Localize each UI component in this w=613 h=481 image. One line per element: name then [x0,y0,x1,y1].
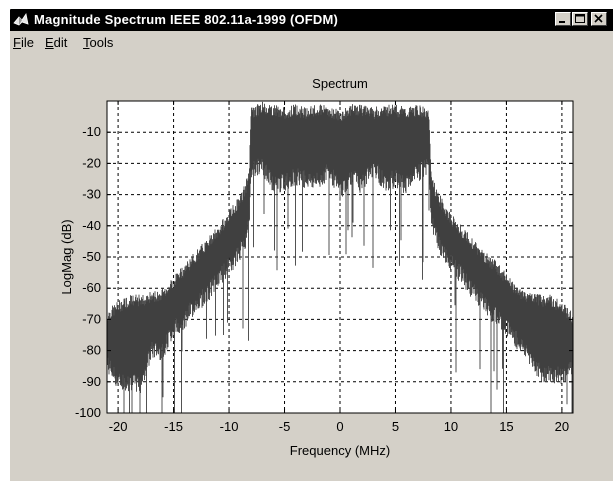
y-tick-label: -40 [82,218,101,233]
menu-tools[interactable]: Tools [83,35,113,50]
menu-file[interactable]: File [13,35,34,50]
menu-file-label: ile [20,35,34,50]
menu-bar: File Edit Tools [10,33,613,53]
y-tick-label: -90 [82,374,101,389]
y-tick-label: -70 [82,311,101,326]
close-icon [594,14,603,23]
x-tick-label: -20 [109,419,128,434]
y-tick-label: -100 [75,405,101,420]
x-tick-label: -15 [164,419,183,434]
minimize-button[interactable] [555,12,571,26]
minimize-icon [559,21,565,23]
matlab-logo-icon [13,12,29,26]
title-bar[interactable]: Magnitude Spectrum IEEE 802.11a-1999 (OF… [10,9,613,31]
menu-tools-label: ools [89,35,114,50]
x-tick-label: 5 [392,419,399,434]
x-axis-label: Frequency (MHz) [290,443,390,458]
maximize-button[interactable] [572,12,588,26]
menu-edit-label: dit [53,35,68,50]
maximize-icon [575,14,585,23]
x-tick-label: -10 [220,419,239,434]
y-tick-label: -60 [82,280,101,295]
menu-file-mnemonic: F [13,35,21,50]
y-tick-label: -80 [82,343,101,358]
y-axis-label: LogMag (dB) [59,219,74,294]
menu-tools-mnemonic: T [83,35,90,50]
x-tick-label: -5 [279,419,291,434]
x-tick-label: 10 [444,419,458,434]
x-tick-label: 0 [336,419,343,434]
x-tick-label: 15 [499,419,513,434]
y-tick-label: -20 [82,155,101,170]
axis-ticks: -20 -15 -10 -5 0 5 10 15 20-10-20-30-40-50-60-70… [75,101,573,434]
x-tick-label: 20 [555,419,569,434]
window-title: Magnitude Spectrum IEEE 802.11a-1999 (OF… [34,12,339,27]
chart-title: Spectrum [312,76,368,91]
menu-edit-mnemonic: E [45,35,54,50]
y-tick-label: -10 [82,124,101,139]
y-tick-label: -50 [82,249,101,264]
y-tick-label: -30 [82,187,101,202]
menu-edit[interactable]: Edit [45,35,67,50]
close-button[interactable] [591,12,607,26]
